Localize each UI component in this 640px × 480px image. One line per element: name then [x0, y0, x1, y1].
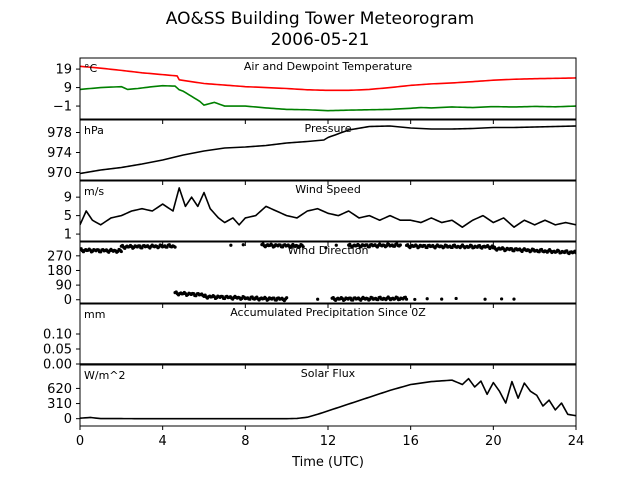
y-tick-label: 0 [64, 293, 72, 308]
panel-0: 19 9 −1 Air and Dewpoint Temperature °C [53, 57, 577, 120]
wind-direction-point [398, 243, 402, 247]
x-tick-label: 12 [320, 434, 337, 449]
figure-title-line2: 2006-05-21 [271, 30, 370, 50]
x-tick-label: 8 [241, 434, 249, 449]
wind-direction-point [316, 297, 320, 301]
x-tick-label: 24 [568, 434, 585, 449]
y-tick-label: 9 [64, 81, 72, 96]
figure-title-line1: AO&SS Building Tower Meteorogram [166, 9, 474, 29]
panel-title: Wind Direction [288, 244, 369, 257]
x-tick-label: 16 [402, 434, 419, 449]
panel-title: Accumulated Precipitation Since 0Z [230, 306, 426, 319]
series-line-1-0 [80, 125, 576, 175]
x-axis-label: Time (UTC) [291, 455, 364, 470]
series-line-0-0 [80, 65, 576, 92]
wind-direction-point [425, 297, 429, 301]
y-tick-label: 620 [47, 382, 72, 397]
y-tick-label: 970 [47, 166, 72, 181]
y-tick-label: 974 [47, 146, 72, 161]
y-tick-label: 1 [64, 228, 72, 243]
panel-unit-label: hPa [84, 124, 104, 137]
panel-plot-area-3 [80, 242, 576, 303]
y-tick-label: 19 [55, 63, 72, 78]
panel-unit-label: W/m^2 [84, 369, 126, 382]
x-axis: 0 4 8 12 16 20 24 [76, 426, 584, 449]
x-tick-label: 0 [76, 434, 84, 449]
wind-direction-point [229, 243, 233, 247]
wind-direction-point [301, 245, 305, 249]
x-tick-label: 4 [159, 434, 167, 449]
panel-plot-area-1 [80, 125, 576, 175]
wind-direction-point [440, 297, 444, 301]
series-line-5-0 [80, 377, 576, 420]
y-tick-label: 270 [47, 249, 72, 264]
y-tick-label: −1 [53, 100, 72, 115]
panel-title: Pressure [305, 122, 352, 135]
panel-title: Solar Flux [301, 367, 356, 380]
x-tick-label: 20 [485, 434, 502, 449]
wind-direction-point [324, 246, 328, 250]
panel-title: Air and Dewpoint Temperature [244, 60, 412, 73]
series-line-2-0 [80, 187, 576, 228]
panel-2: 9 5 1 Wind Speed m/s [64, 180, 577, 243]
wind-direction-point [285, 296, 289, 300]
wind-direction-point [454, 296, 458, 301]
y-tick-label: 90 [55, 279, 72, 294]
panel-plot-area-2 [80, 187, 576, 228]
wind-direction-point [404, 297, 409, 301]
y-tick-label: 310 [47, 397, 72, 412]
wind-direction-point [483, 297, 487, 301]
panel-4: 0.100.050.00 Accumulated Precipitation Si… [43, 303, 577, 373]
y-tick-label: 180 [47, 264, 72, 279]
y-tick-label: 0 [64, 412, 72, 427]
wind-direction-point [512, 297, 516, 301]
wind-direction-point [173, 245, 177, 249]
wind-direction-point [119, 249, 123, 254]
y-tick-label: 978 [47, 126, 72, 141]
panel-plot-area-5 [80, 377, 576, 420]
wind-direction-point [241, 243, 245, 247]
panel-unit-label: m/s [84, 185, 104, 198]
y-tick-label: 0.00 [43, 358, 72, 373]
y-tick-label: 5 [64, 209, 72, 224]
y-tick-label: 9 [64, 191, 72, 206]
wind-direction-point [413, 297, 417, 302]
y-tick-label: 0.10 [43, 328, 72, 343]
panel-frame [79, 57, 577, 120]
panel-unit-label: °C [84, 62, 98, 75]
wind-direction-point [334, 243, 338, 247]
panel-1: 978 974 970 Pressure hPa [47, 119, 577, 181]
series-line-0-1 [80, 84, 576, 112]
panel-plot-area-0 [80, 65, 576, 112]
y-tick-label: 0.05 [43, 343, 72, 358]
panel-title: Wind Speed [295, 183, 361, 196]
wind-direction-point [500, 297, 504, 301]
panel-unit-label: mm [84, 308, 105, 321]
